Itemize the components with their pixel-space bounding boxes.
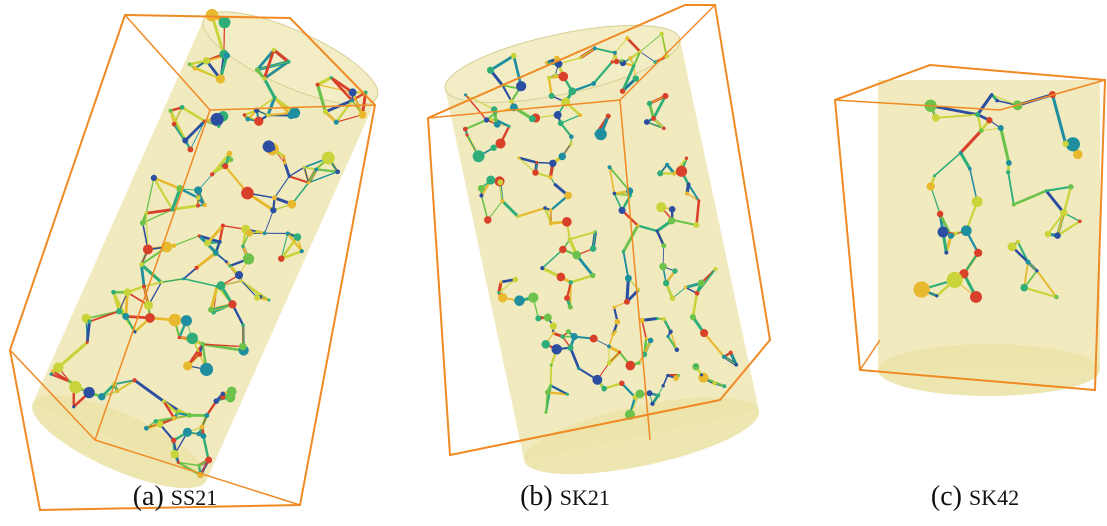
network-node [933, 174, 936, 177]
panel-c [835, 65, 1105, 396]
network-node [948, 233, 954, 239]
network-node [1020, 284, 1028, 292]
network-node [944, 251, 948, 255]
network-node [1045, 231, 1052, 238]
network-node [1054, 295, 1058, 299]
network-node [1016, 240, 1021, 245]
cylinder [878, 80, 1100, 396]
network-node [938, 227, 949, 238]
cylinder [21, 0, 389, 506]
network-node [968, 167, 972, 171]
figure: (a) SS21 (b) SK21 (c) SK42 [0, 0, 1107, 526]
network-node [995, 99, 999, 103]
network-node [998, 125, 1004, 131]
network-node [959, 151, 963, 155]
panel-b [428, 5, 770, 490]
network-node [990, 93, 993, 96]
box-edge [860, 340, 880, 370]
cylinder [439, 10, 765, 490]
network-node [927, 182, 935, 190]
caption-label: (b) [520, 481, 553, 512]
network-node [979, 128, 984, 133]
network-node [970, 291, 982, 303]
network-node [1012, 202, 1016, 206]
network-node [1062, 141, 1068, 147]
network-node [1006, 160, 1012, 166]
network-node [1078, 219, 1082, 223]
network-node [1008, 242, 1017, 251]
network-node [947, 272, 963, 288]
caption-label: (c) [931, 481, 962, 512]
network-node [1026, 260, 1031, 265]
caption-c: (c) SK42 [931, 481, 1019, 512]
caption-b: (b) SK21 [520, 481, 610, 512]
caption-name: SK21 [560, 485, 610, 510]
caption-name: SK42 [969, 485, 1019, 510]
panel-a [10, 0, 389, 510]
network-node [972, 196, 983, 207]
network-node [974, 249, 982, 257]
network-node [935, 294, 938, 297]
network-node [986, 117, 992, 123]
network-node [1035, 269, 1038, 272]
network-node [1068, 184, 1073, 189]
network-node [1060, 209, 1067, 216]
network-node [932, 114, 940, 122]
caption-label: (a) [133, 481, 164, 512]
network-node [1054, 232, 1061, 239]
caption-name: SS21 [171, 485, 217, 510]
network-node [975, 112, 980, 117]
network-node [1006, 170, 1010, 174]
network-node [1045, 189, 1048, 192]
network-node [961, 225, 972, 236]
network-node [914, 281, 930, 297]
network-node [954, 231, 958, 235]
caption-a: (a) SS21 [133, 481, 218, 512]
network-node [937, 211, 944, 218]
